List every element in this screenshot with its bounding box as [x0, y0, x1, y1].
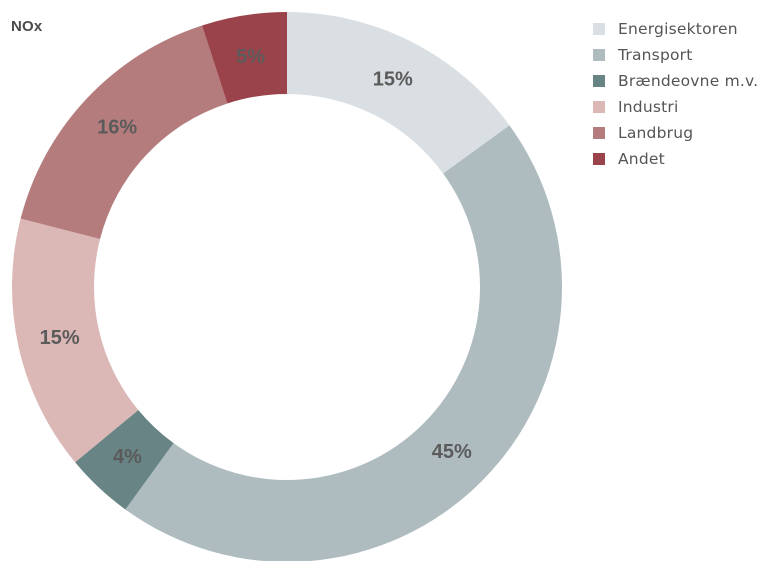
legend-item: Brændeovne m.v.	[593, 68, 758, 94]
legend-label: Andet	[618, 150, 665, 168]
legend-label: Energisektoren	[618, 20, 738, 38]
legend-item: Energisektoren	[593, 16, 758, 42]
legend-item: Transport	[593, 42, 758, 68]
legend-label: Industri	[618, 98, 679, 116]
slice-label: 15%	[40, 327, 80, 349]
legend-swatch	[593, 75, 605, 87]
legend-swatch	[593, 153, 605, 165]
slice-energisektoren	[287, 12, 510, 174]
chart-legend: Energisektoren Transport Brændeovne m.v. In…	[593, 16, 758, 172]
slice-label: 45%	[432, 441, 472, 463]
legend-item: Landbrug	[593, 120, 758, 146]
slice-label: 16%	[97, 117, 137, 139]
legend-item: Industri	[593, 94, 758, 120]
slice-industri	[11, 218, 139, 463]
slice-transport	[125, 125, 562, 561]
legend-item: Andet	[593, 146, 758, 172]
legend-swatch	[593, 49, 605, 61]
slice-label: 5%	[236, 46, 265, 68]
chart-title: NOx	[11, 18, 43, 35]
slice-brændeovne-m-v-	[75, 410, 174, 510]
slice-landbrug	[20, 25, 228, 240]
slice-andet	[202, 12, 287, 104]
legend-label: Landbrug	[618, 124, 694, 142]
legend-label: Brændeovne m.v.	[618, 72, 759, 90]
slice-label: 15%	[373, 68, 413, 90]
slice-label: 4%	[113, 446, 142, 468]
legend-swatch	[593, 127, 605, 139]
legend-label: Transport	[618, 46, 693, 64]
legend-swatch	[593, 101, 605, 113]
legend-swatch	[593, 23, 605, 35]
